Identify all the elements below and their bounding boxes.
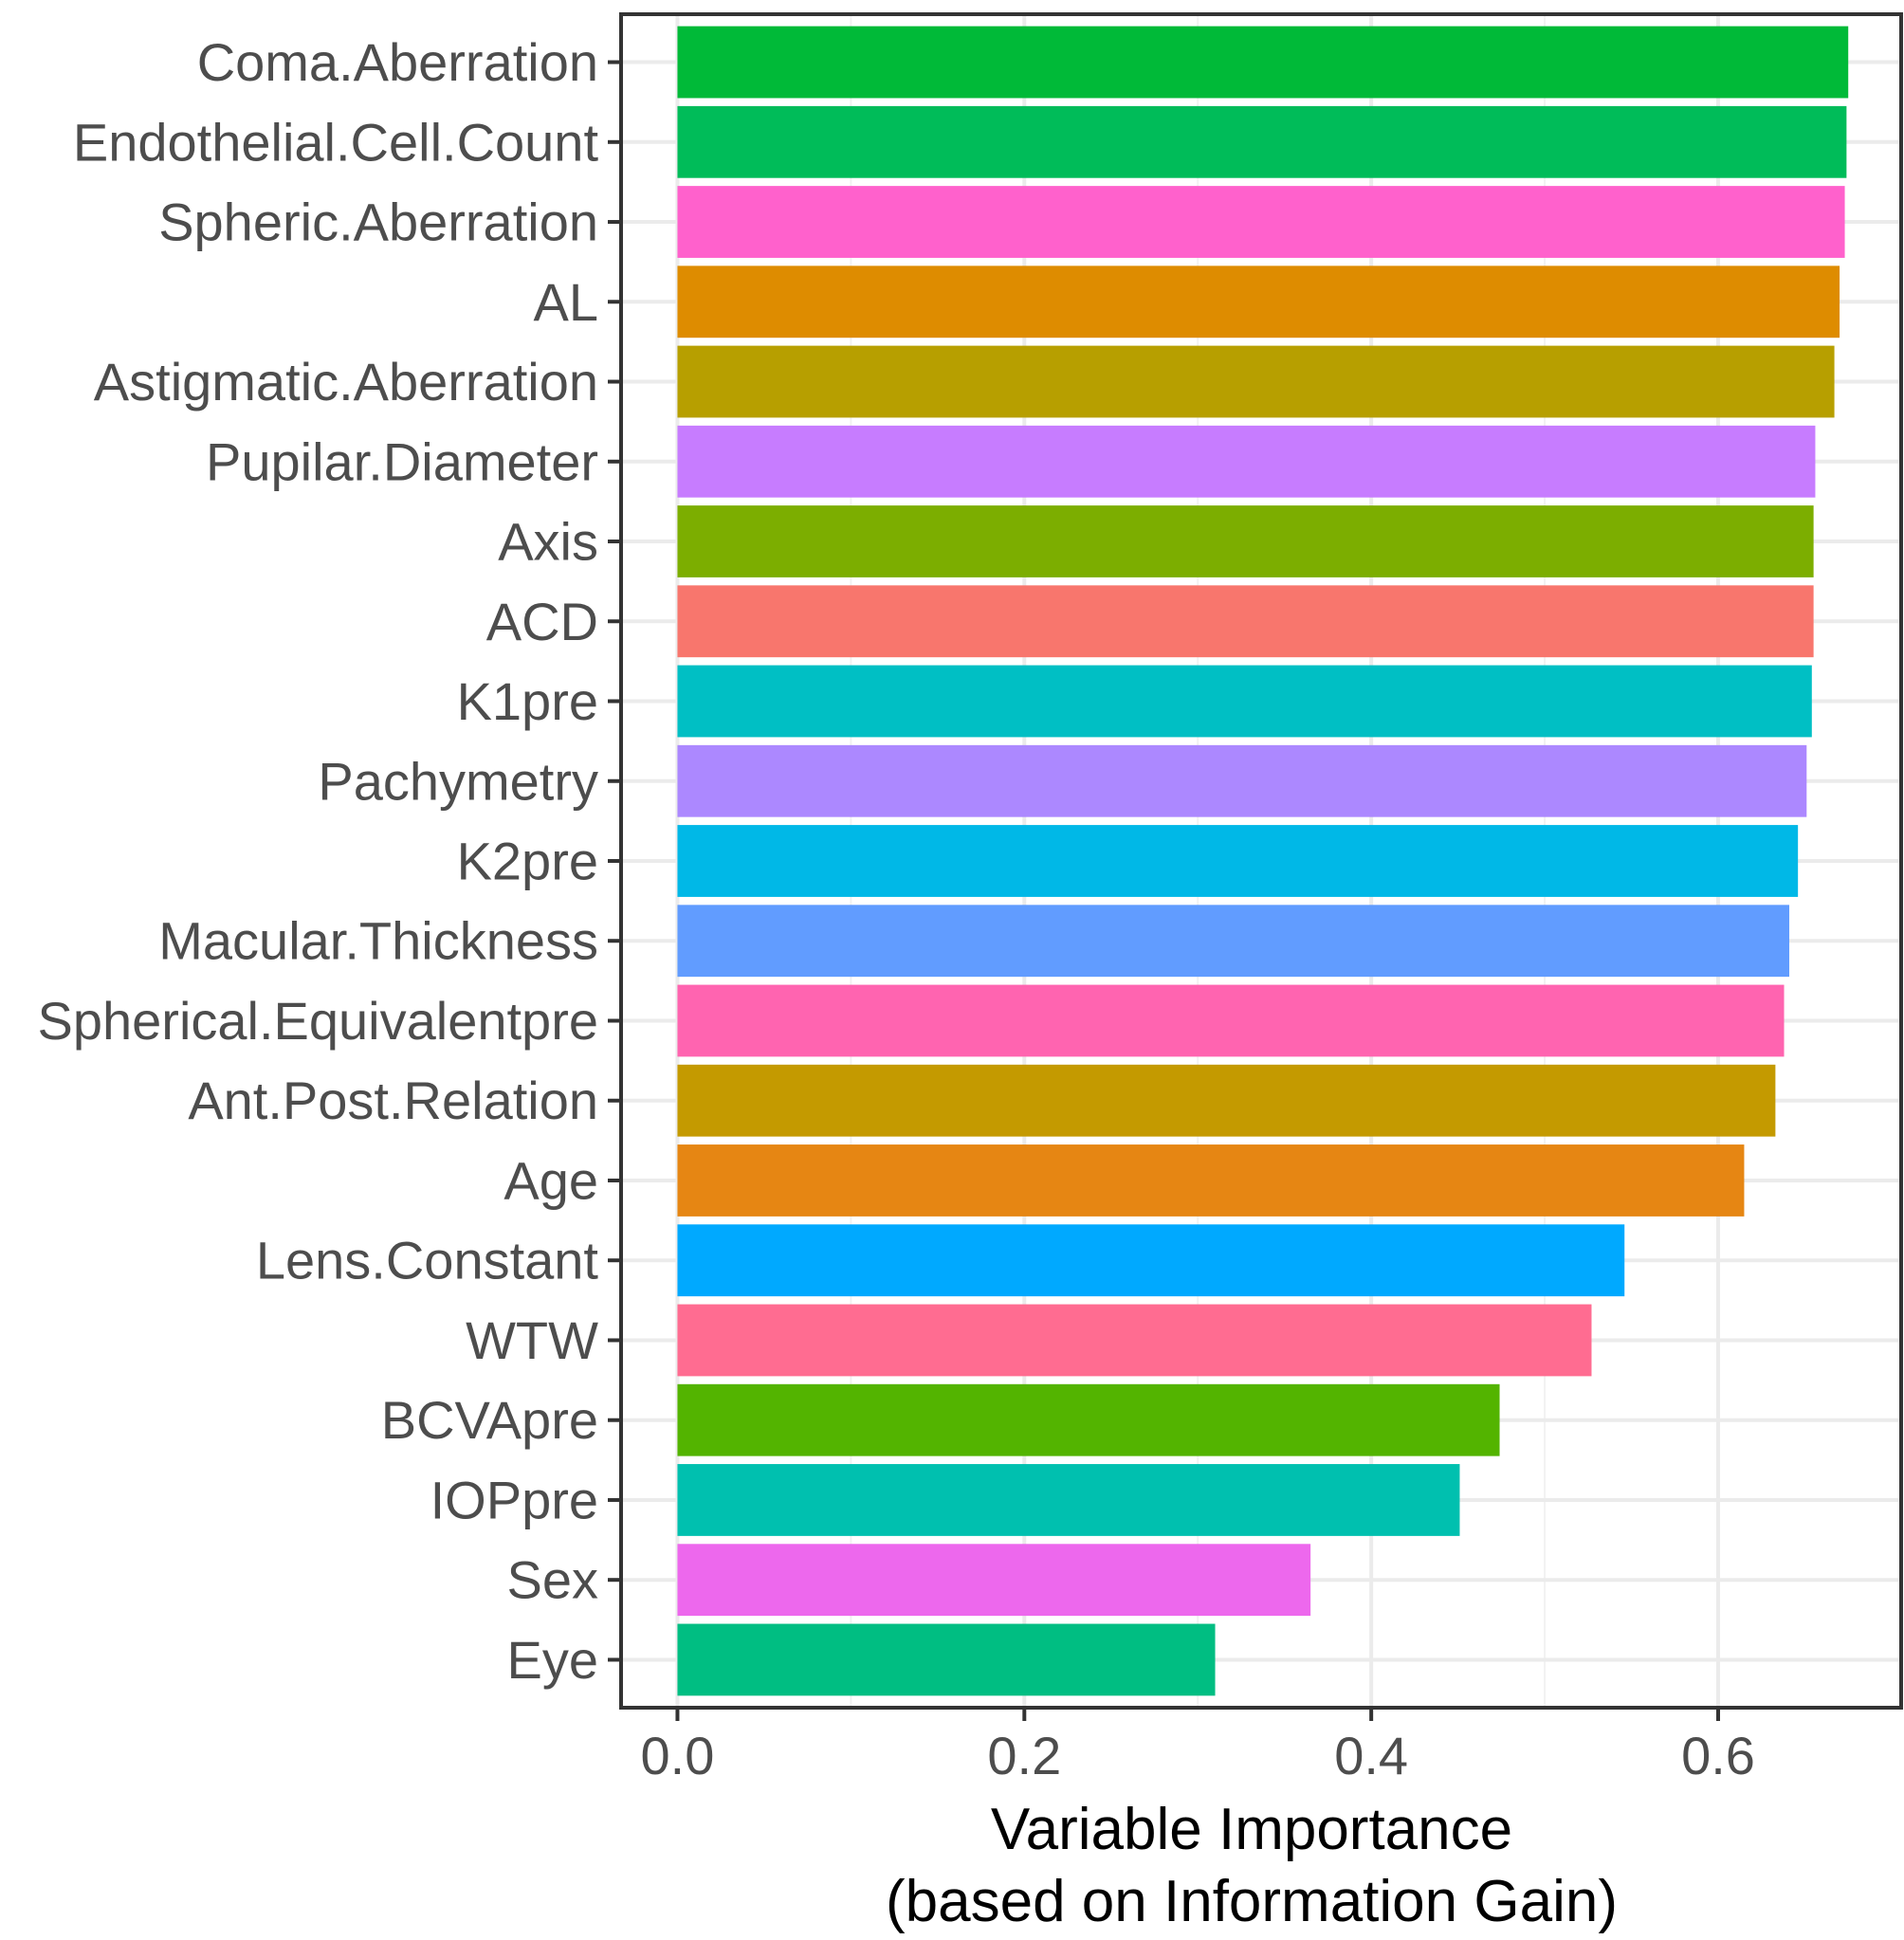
bar-ant-post-relation [677, 1064, 1776, 1137]
x-tick-label: 0.2 [987, 1726, 1061, 1785]
y-tick-label: Astigmatic.Aberration [94, 352, 598, 412]
bar-ioppre [677, 1464, 1460, 1536]
bar-coma-aberration [677, 26, 1849, 99]
y-tick-label: IOPpre [430, 1470, 598, 1529]
y-tick-label: Age [503, 1150, 598, 1210]
bar-astigmatic-aberration [677, 345, 1835, 418]
bar-k1pre [677, 665, 1812, 738]
y-tick-label: BCVApre [381, 1390, 598, 1450]
x-axis-title-line-1: Variable Importance [991, 1797, 1512, 1862]
bar-eye [677, 1623, 1216, 1696]
bar-lens-constant [677, 1224, 1625, 1297]
y-tick-label: WTW [466, 1310, 598, 1370]
x-tick-label: 0.0 [641, 1726, 715, 1785]
x-axis-title-line-2: (based on Information Gain) [886, 1869, 1618, 1934]
bar-spheric-aberration [677, 186, 1845, 258]
y-tick-label: AL [534, 272, 599, 332]
bar-bcvapre [677, 1383, 1500, 1456]
y-tick-label: ACD [486, 592, 598, 651]
y-tick-label: Ant.Post.Relation [188, 1071, 598, 1130]
y-tick-label: Endothelial.Cell.Count [73, 112, 599, 172]
bar-age [677, 1144, 1745, 1217]
bar-al [677, 265, 1840, 339]
bar-axis [677, 505, 1814, 577]
x-tick-label: 0.6 [1681, 1726, 1755, 1785]
bar-pupilar-diameter [677, 425, 1816, 498]
y-tick-label: Lens.Constant [256, 1231, 599, 1290]
x-tick-label: 0.4 [1334, 1726, 1408, 1785]
y-tick-label: Pachymetry [318, 751, 598, 811]
y-tick-label: Coma.Aberration [197, 32, 598, 92]
bar-macular-thickness [677, 905, 1790, 978]
y-tick-label: Eye [507, 1630, 599, 1690]
bar-wtw [677, 1304, 1592, 1377]
y-tick-label: Sex [507, 1550, 599, 1610]
bar-endothelial-cell-count [677, 105, 1847, 178]
bar-acd [677, 585, 1814, 658]
y-tick-label: Macular.Thickness [158, 911, 598, 971]
x-axis: 0.0 0.2 0.4 0.6 [641, 1708, 1755, 1785]
y-tick-label: Spherical.Equivalentpre [38, 991, 598, 1051]
bars [677, 26, 1849, 1696]
y-tick-label: Axis [498, 512, 598, 572]
bar-sex [677, 1544, 1311, 1617]
y-tick-label: Spheric.Aberration [158, 192, 598, 252]
bar-spherical-equivalentpre [677, 984, 1785, 1057]
bar-pachymetry [677, 744, 1807, 817]
y-tick-label: K2pre [457, 832, 598, 891]
y-tick-label: K1pre [457, 671, 598, 731]
bar-k2pre [677, 825, 1799, 897]
y-axis: Coma.Aberration Endothelial.Cell.Count Sph… [38, 32, 621, 1690]
y-tick-label: Pupilar.Diameter [206, 431, 598, 491]
